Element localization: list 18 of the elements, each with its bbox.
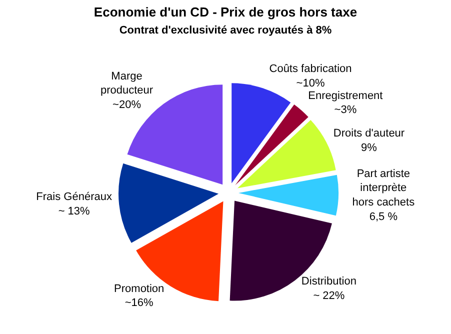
data-label: ~16% (124, 297, 154, 310)
chart-title: Economie d'un CD - Prix de gros hors taxe (94, 4, 358, 20)
data-label: 6,5 % (369, 210, 398, 223)
slice-label: Enregistrement (308, 90, 383, 102)
data-label: ~20% (112, 98, 142, 111)
data-label: 9% (361, 142, 378, 154)
slice-label: Marge producteur (100, 70, 154, 97)
data-label: ~ 13% (58, 205, 90, 218)
slice-label: Frais Généraux (36, 190, 112, 203)
slice-label: Droits d'auteur (333, 128, 405, 140)
slice-label: Promotion (114, 282, 164, 295)
data-label: ~3% (334, 104, 357, 116)
slice-label: Part artiste interprète hors cachets (352, 168, 416, 208)
slice-label: Distribution (301, 276, 356, 288)
data-label: ~ 22% (313, 290, 345, 302)
data-label: ~10% (296, 77, 325, 90)
slice-label: Coûts fabrication (269, 63, 352, 76)
chart-subtitle: Contrat d'exclusivité avec royautés à 8% (119, 24, 332, 37)
